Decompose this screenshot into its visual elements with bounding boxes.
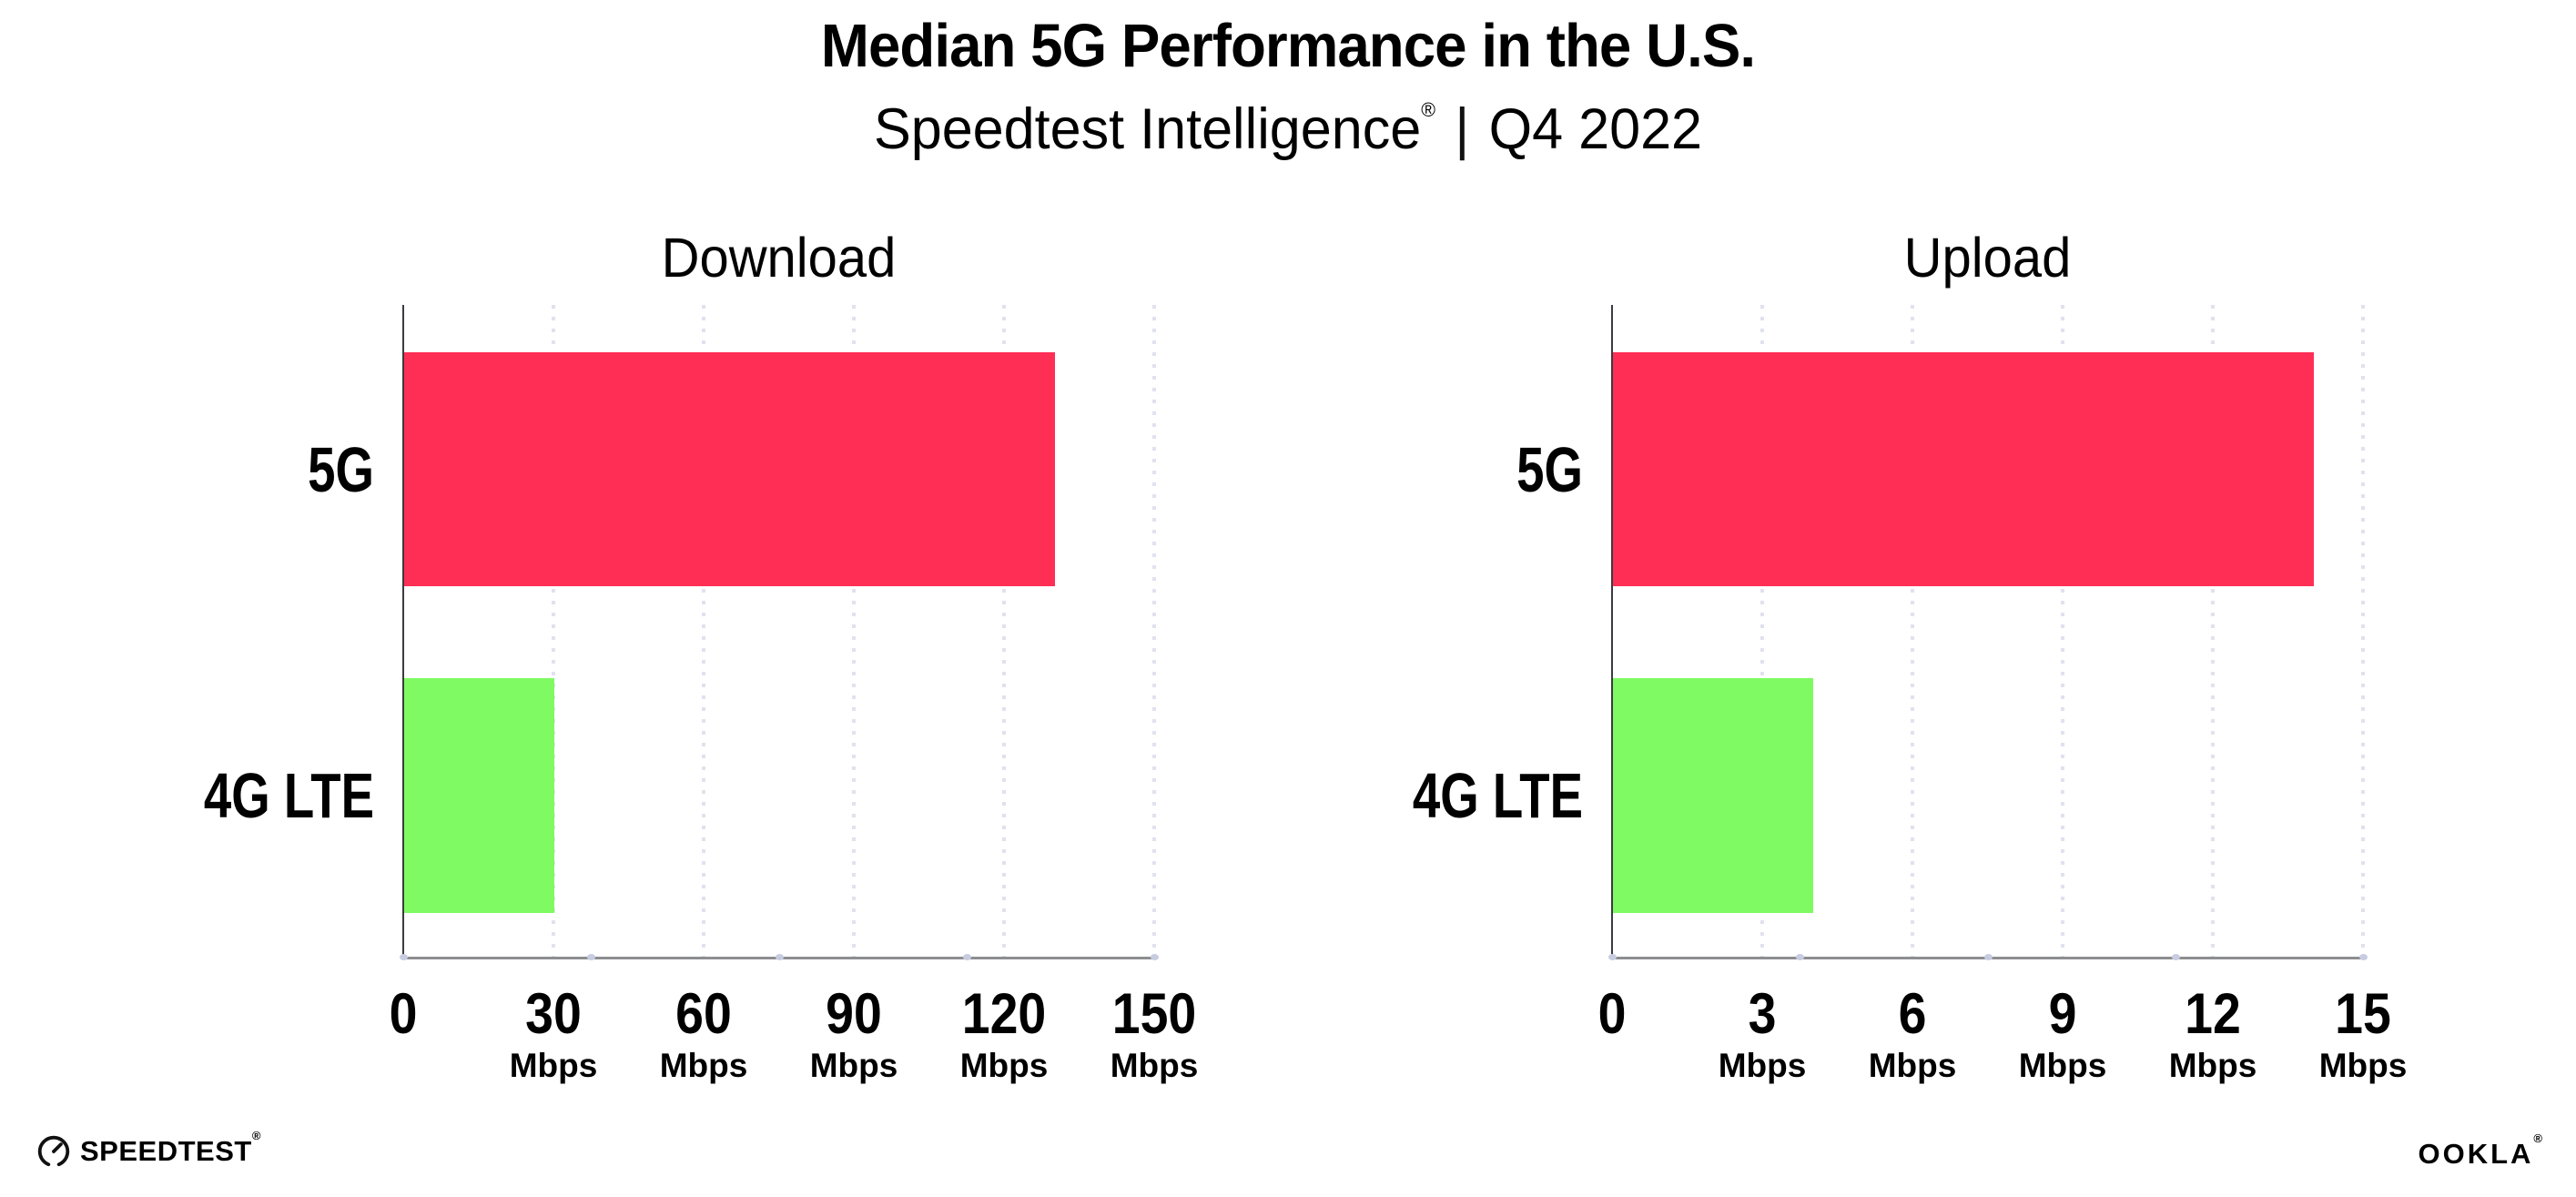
- tick-unit-upload-6: Mbps: [1868, 1047, 1957, 1084]
- bar-download-5g: [404, 352, 1055, 586]
- speedtest-logo: SPEEDTEST®: [36, 1129, 261, 1169]
- speedtest-wordmark: SPEEDTEST®: [80, 1129, 261, 1167]
- axis-tick-dot: [2172, 954, 2180, 960]
- axis-tick-dot: [963, 954, 971, 960]
- ookla-wordmark: OOKLA®: [2418, 1131, 2545, 1170]
- y-axis-download: [402, 305, 404, 959]
- ookla-logo: OOKLA®: [2418, 1131, 2545, 1171]
- axis-tick-dot: [400, 954, 408, 960]
- tick-label-upload-3: 3: [1748, 982, 1777, 1046]
- chart-subtitle: Speedtest Intelligence® | Q4 2022: [38, 96, 2537, 162]
- tick-label-upload-12: 12: [2185, 982, 2241, 1046]
- tick-unit-download-90: Mbps: [809, 1047, 898, 1084]
- tick-label-download-30: 30: [525, 982, 582, 1046]
- tick-unit-download-150: Mbps: [1110, 1047, 1199, 1084]
- subtitle-period: Q4 2022: [1488, 97, 1703, 161]
- category-label-5g: 5G: [308, 434, 374, 505]
- gridline-upload-12: [2211, 305, 2215, 959]
- registered-trademark-icon: ®: [1421, 98, 1436, 121]
- category-label-5g: 5G: [1516, 434, 1583, 505]
- gridline-upload-9: [2061, 305, 2064, 959]
- category-label-4g-lte: 4G LTE: [203, 760, 374, 831]
- bar-upload-5g: [1613, 352, 2314, 586]
- axis-tick-dot: [1984, 954, 1993, 960]
- tick-label-upload-6: 6: [1898, 982, 1927, 1046]
- gridline-upload-15: [2361, 305, 2365, 959]
- bar-download-4g-lte: [404, 678, 554, 913]
- speedtest-gauge-icon: [37, 1135, 70, 1168]
- axis-tick-dot: [1608, 954, 1617, 960]
- category-label-4g-lte: 4G LTE: [1412, 760, 1583, 831]
- axis-tick-dot: [2359, 954, 2368, 960]
- y-axis-upload: [1611, 305, 1613, 959]
- tick-label-upload-15: 15: [2335, 982, 2391, 1046]
- tick-label-upload-0: 0: [1597, 982, 1627, 1046]
- tick-label-download-60: 60: [675, 982, 732, 1046]
- axis-tick-dot: [776, 954, 784, 960]
- speedtest-trademark-icon: ®: [251, 1129, 261, 1142]
- gridline-upload-6: [1911, 305, 1914, 959]
- gridline-download-30: [552, 305, 555, 959]
- tick-unit-upload-12: Mbps: [2168, 1047, 2257, 1084]
- gridline-download-120: [1002, 305, 1006, 959]
- axis-tick-dot: [1796, 954, 1804, 960]
- gridline-upload-3: [1760, 305, 1764, 959]
- axis-tick-dot: [1151, 954, 1159, 960]
- axis-tick-dot: [587, 954, 595, 960]
- tick-unit-upload-9: Mbps: [2018, 1047, 2107, 1084]
- tick-label-download-0: 0: [389, 982, 418, 1046]
- tick-unit-download-60: Mbps: [659, 1047, 748, 1084]
- tick-unit-download-120: Mbps: [959, 1047, 1049, 1084]
- subtitle-brand: Speedtest Intelligence: [873, 97, 1422, 161]
- tick-label-upload-9: 9: [2048, 982, 2077, 1046]
- tick-unit-upload-3: Mbps: [1718, 1047, 1807, 1084]
- subplot-title-upload: Upload: [1903, 227, 2072, 289]
- tick-label-download-90: 90: [826, 982, 882, 1046]
- chart-title: Median 5G Performance in the U.S.: [820, 12, 1756, 80]
- tick-unit-upload-15: Mbps: [2318, 1047, 2408, 1084]
- ookla-trademark-icon: ®: [2533, 1131, 2545, 1145]
- gridline-download-60: [702, 305, 705, 959]
- tick-label-download-150: 150: [1111, 982, 1197, 1046]
- tick-label-download-120: 120: [961, 982, 1047, 1046]
- subtitle-separator: |: [1455, 97, 1470, 161]
- subplot-title-download: Download: [661, 227, 897, 289]
- gridline-download-90: [852, 305, 856, 959]
- tick-unit-download-30: Mbps: [509, 1047, 598, 1084]
- gridline-download-150: [1152, 305, 1156, 959]
- bar-upload-4g-lte: [1613, 678, 1813, 913]
